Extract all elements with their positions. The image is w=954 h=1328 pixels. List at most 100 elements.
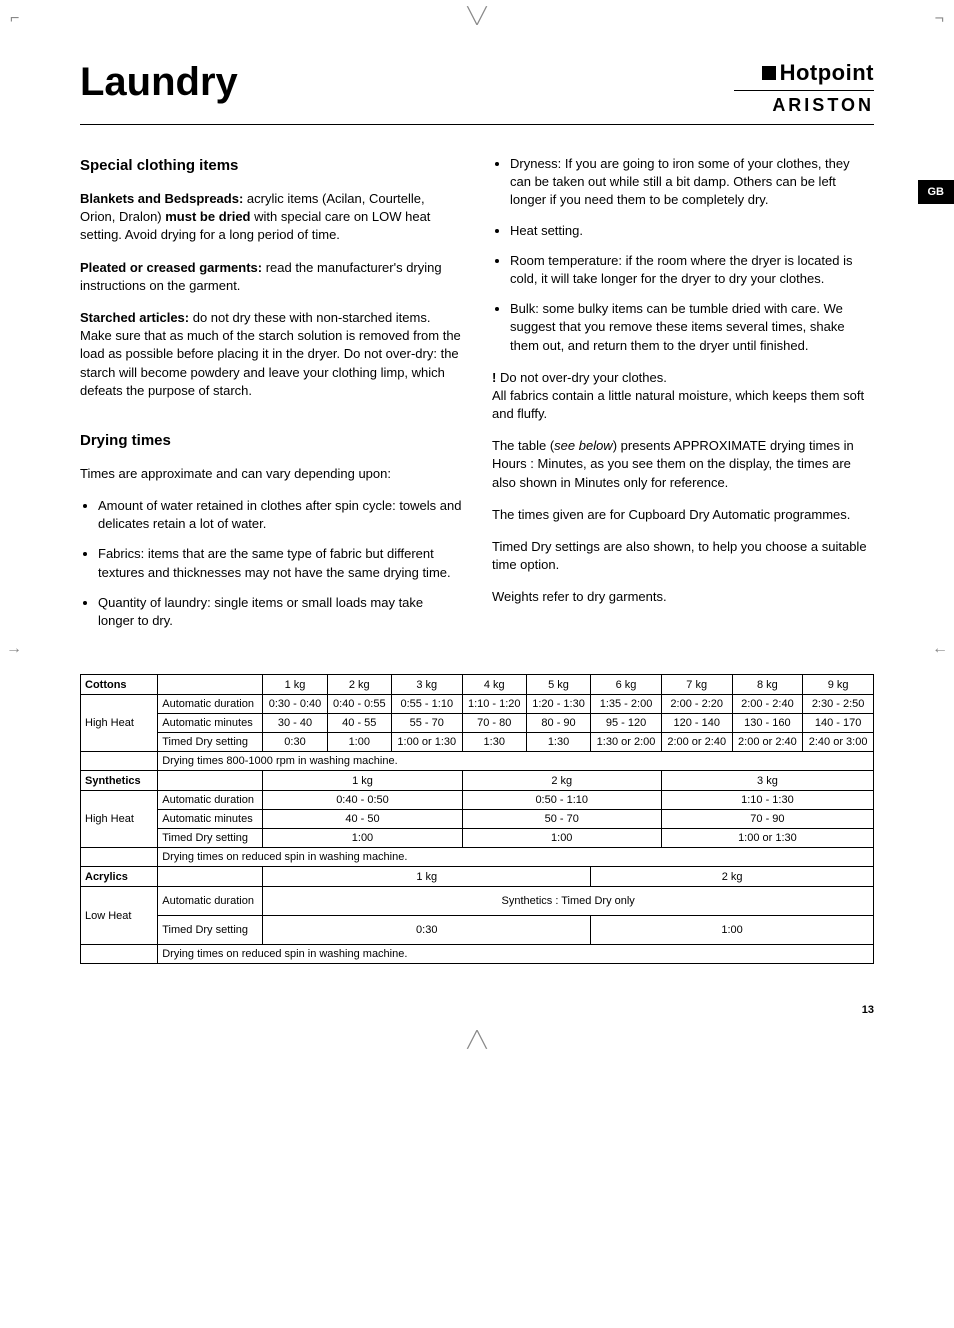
table-cell: 1:20 - 1:30 xyxy=(526,695,590,714)
brand-hotpoint-text: Hotpoint xyxy=(780,60,874,85)
table-cell: 30 - 40 xyxy=(263,714,327,733)
table-row: Drying times 800-1000 rpm in washing mac… xyxy=(81,752,874,771)
document-page: ⌐ ¬ ╲╱ → ← Laundry Hotpoint ARISTON GB S… xyxy=(0,0,954,1056)
note-cell: Drying times 800-1000 rpm in washing mac… xyxy=(158,752,874,771)
text-italic: see below xyxy=(554,438,613,453)
para-weights: Weights refer to dry garments. xyxy=(492,588,874,606)
weight-header: 9 kg xyxy=(803,675,874,695)
table-cell: 2:00 or 2:40 xyxy=(732,733,803,752)
row-label: Automatic duration xyxy=(158,695,263,714)
heat-cell: Low Heat xyxy=(81,887,158,945)
page-number: 13 xyxy=(80,1004,874,1016)
table-cell: 0:30 xyxy=(263,733,327,752)
table-cell: 1:30 xyxy=(526,733,590,752)
table-cell: 1:10 - 1:20 xyxy=(462,695,526,714)
table-cell: 2:40 or 3:00 xyxy=(803,733,874,752)
table-row: Drying times on reduced spin in washing … xyxy=(81,945,874,964)
table-cell: 1:00 or 1:30 xyxy=(661,829,873,848)
table-row: Cottons 1 kg 2 kg 3 kg 4 kg 5 kg 6 kg 7 … xyxy=(81,675,874,695)
heat-cell: High Heat xyxy=(81,695,158,752)
table-cell: 80 - 90 xyxy=(526,714,590,733)
page-header: Laundry Hotpoint ARISTON xyxy=(80,60,874,125)
table-row: Low Heat Automatic duration Synthetics :… xyxy=(81,887,874,916)
row-label: Automatic minutes xyxy=(158,810,263,829)
crop-mark: ╲╱ xyxy=(467,6,486,26)
table-cell: 1:35 - 2:00 xyxy=(591,695,662,714)
left-bullets: Amount of water retained in clothes afte… xyxy=(80,497,462,630)
table-cell: 1:00 xyxy=(591,916,874,945)
table-cell: 2:00 - 2:20 xyxy=(661,695,732,714)
para-cupboard: The times given are for Cupboard Dry Aut… xyxy=(492,506,874,524)
crop-mark: → xyxy=(6,640,22,658)
table-cell: 1:30 or 2:00 xyxy=(591,733,662,752)
table-cell: 0:55 - 1:10 xyxy=(391,695,462,714)
empty-cell xyxy=(81,848,158,867)
note-cell: Drying times on reduced spin in washing … xyxy=(158,945,874,964)
row-label: Timed Dry setting xyxy=(158,829,263,848)
table-cell: 1:30 xyxy=(462,733,526,752)
table-row: Drying times on reduced spin in washing … xyxy=(81,848,874,867)
table-cell: 40 - 50 xyxy=(263,810,462,829)
list-item: Bulk: some bulky items can be tumble dri… xyxy=(510,300,874,355)
text: Do not over-dry your clothes. xyxy=(496,370,667,385)
text: All fabrics contain a little natural moi… xyxy=(492,388,864,421)
empty-cell xyxy=(158,771,263,791)
para-times-intro: Times are approximate and can vary depen… xyxy=(80,465,462,483)
text: The table ( xyxy=(492,438,554,453)
brand-divider xyxy=(734,90,874,91)
table-cell: 140 - 170 xyxy=(803,714,874,733)
left-column: Special clothing items Blankets and Beds… xyxy=(80,155,462,644)
right-bullets: Dryness: If you are going to iron some o… xyxy=(492,155,874,355)
weight-header: 2 kg xyxy=(327,675,391,695)
category-cell: Acrylics xyxy=(81,867,158,887)
table-cell: 1:00 or 1:30 xyxy=(391,733,462,752)
brand-block: Hotpoint ARISTON xyxy=(734,60,874,116)
body-columns: Special clothing items Blankets and Beds… xyxy=(80,155,874,644)
table-cell: 2:00 or 2:40 xyxy=(661,733,732,752)
table-cell: 0:50 - 1:10 xyxy=(462,791,661,810)
weight-header: 1 kg xyxy=(263,867,591,887)
list-item: Heat setting. xyxy=(510,222,874,240)
table-cell: 1:00 xyxy=(462,829,661,848)
list-item: Amount of water retained in clothes afte… xyxy=(98,497,462,533)
weight-header: 3 kg xyxy=(661,771,873,791)
right-column: Dryness: If you are going to iron some o… xyxy=(492,155,874,644)
table-row: Synthetics 1 kg 2 kg 3 kg xyxy=(81,771,874,791)
table-cell: 70 - 80 xyxy=(462,714,526,733)
weight-header: 7 kg xyxy=(661,675,732,695)
crop-mark: ¬ xyxy=(935,10,944,28)
weight-header: 3 kg xyxy=(391,675,462,695)
brand-ariston: ARISTON xyxy=(734,95,874,116)
table-row: Acrylics 1 kg 2 kg xyxy=(81,867,874,887)
table-cell: 55 - 70 xyxy=(391,714,462,733)
weight-header: 2 kg xyxy=(462,771,661,791)
table-cell: 0:30 - 0:40 xyxy=(263,695,327,714)
para-timed: Timed Dry settings are also shown, to he… xyxy=(492,538,874,574)
table-cell: 1:10 - 1:30 xyxy=(661,791,873,810)
row-label: Timed Dry setting xyxy=(158,733,263,752)
empty-cell xyxy=(81,945,158,964)
weight-header: 2 kg xyxy=(591,867,874,887)
label-blankets: Blankets and Bedspreads: xyxy=(80,191,243,206)
table-cell: 1:00 xyxy=(327,733,391,752)
para-blankets: Blankets and Bedspreads: acrylic items (… xyxy=(80,190,462,245)
label-starched: Starched articles: xyxy=(80,310,189,325)
weight-header: 4 kg xyxy=(462,675,526,695)
text-bold: must be dried xyxy=(165,209,250,224)
table-cell: 95 - 120 xyxy=(591,714,662,733)
table-cell: 50 - 70 xyxy=(462,810,661,829)
list-item: Fabrics: items that are the same type of… xyxy=(98,545,462,581)
category-cell: Synthetics xyxy=(81,771,158,791)
weight-header: 8 kg xyxy=(732,675,803,695)
table-cell: 40 - 55 xyxy=(327,714,391,733)
table-row: Automatic minutes 30 - 40 40 - 55 55 - 7… xyxy=(81,714,874,733)
row-label: Automatic minutes xyxy=(158,714,263,733)
note-cell: Drying times on reduced spin in washing … xyxy=(158,848,874,867)
category-cell: Cottons xyxy=(81,675,158,695)
row-label: Timed Dry setting xyxy=(158,916,263,945)
table-row: Timed Dry setting 0:30 1:00 1:00 or 1:30… xyxy=(81,733,874,752)
language-badge: GB xyxy=(918,180,954,204)
para-table-intro: The table (see below) presents APPROXIMA… xyxy=(492,437,874,492)
table-cell: 70 - 90 xyxy=(661,810,873,829)
drying-times-table: Cottons 1 kg 2 kg 3 kg 4 kg 5 kg 6 kg 7 … xyxy=(80,674,874,964)
